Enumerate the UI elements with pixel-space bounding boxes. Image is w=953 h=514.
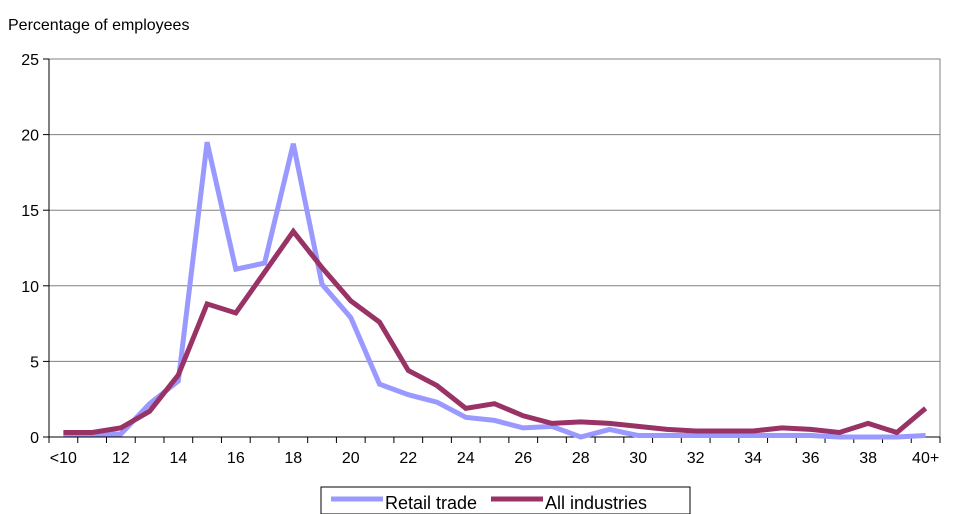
x-tick-label: 28 <box>572 450 590 467</box>
x-tick-label: 22 <box>399 450 417 467</box>
x-tick-label: 38 <box>859 450 877 467</box>
x-tick-label: 26 <box>514 450 532 467</box>
x-tick-label: 18 <box>284 450 302 467</box>
series-lines <box>63 141 928 440</box>
x-tick-label: <10 <box>50 450 77 467</box>
legend-label: Retail trade <box>385 493 477 513</box>
legend: Retail trade All industries <box>320 486 691 514</box>
x-tick-label: 30 <box>629 450 647 467</box>
x-tick-label: 20 <box>342 450 360 467</box>
axes: 0 5 10 15 20 25 <10 12 14 16 18 20 22 24 26 28 30 32 34 36 3… <box>21 52 941 467</box>
y-tick-label: 0 <box>30 430 39 447</box>
x-tick-label: 16 <box>227 450 245 467</box>
x-tick-label: 34 <box>744 450 762 467</box>
series-line-retail-trade <box>63 141 926 440</box>
x-tick-label: 12 <box>112 450 130 467</box>
y-tick-label: 20 <box>21 128 39 145</box>
series-line-all-industries <box>63 227 928 436</box>
legend-label: All industries <box>545 493 647 513</box>
x-tick-label: 36 <box>802 450 820 467</box>
y-tick-label: 25 <box>21 52 39 69</box>
x-tick-label: 14 <box>169 450 187 467</box>
y-tick-label: 10 <box>21 279 39 296</box>
x-tick-label: 24 <box>457 450 475 467</box>
y-axis-title: Percentage of employees <box>8 17 190 34</box>
y-tick-label: 15 <box>21 203 39 220</box>
plot-area-frame <box>48 58 941 438</box>
x-tick-label: 32 <box>687 450 705 467</box>
x-tick-label: 40+ <box>912 450 939 467</box>
y-tick-label: 5 <box>30 354 39 371</box>
